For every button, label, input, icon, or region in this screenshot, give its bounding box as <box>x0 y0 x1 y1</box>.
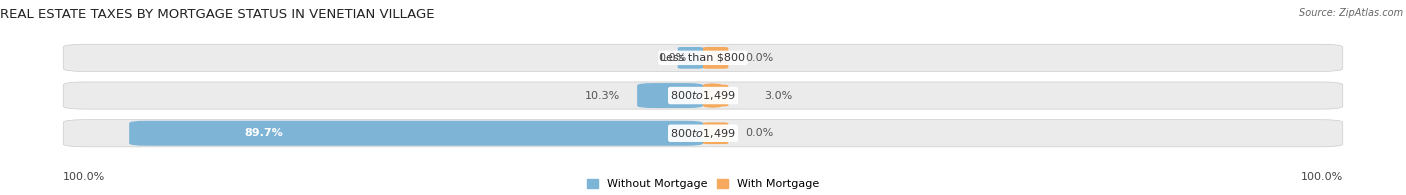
Text: 0.0%: 0.0% <box>745 128 773 138</box>
Text: 0.0%: 0.0% <box>658 53 686 63</box>
Text: $800 to $1,499: $800 to $1,499 <box>671 89 735 102</box>
Text: Less than $800: Less than $800 <box>661 53 745 63</box>
Text: 10.3%: 10.3% <box>585 90 620 101</box>
Text: REAL ESTATE TAXES BY MORTGAGE STATUS IN VENETIAN VILLAGE: REAL ESTATE TAXES BY MORTGAGE STATUS IN … <box>0 8 434 21</box>
Text: 89.7%: 89.7% <box>243 128 283 138</box>
Text: 100.0%: 100.0% <box>1301 172 1343 183</box>
Legend: Without Mortgage, With Mortgage: Without Mortgage, With Mortgage <box>588 179 818 190</box>
Text: 100.0%: 100.0% <box>63 172 105 183</box>
Text: Source: ZipAtlas.com: Source: ZipAtlas.com <box>1299 8 1403 18</box>
Text: 0.0%: 0.0% <box>745 53 773 63</box>
Text: 3.0%: 3.0% <box>765 90 793 101</box>
Text: $800 to $1,499: $800 to $1,499 <box>671 127 735 140</box>
